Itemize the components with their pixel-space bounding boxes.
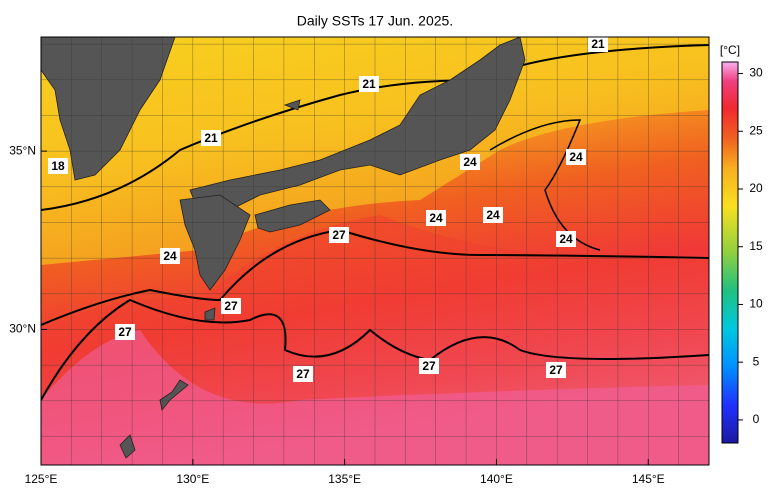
contour-label: 21	[362, 77, 376, 91]
map-frame	[40, 36, 710, 466]
contour-label: 27	[549, 363, 563, 377]
contour-label-box	[160, 248, 180, 264]
y-tick-label: 35°N	[9, 143, 36, 157]
x-tick-label: 130°E	[176, 472, 209, 486]
contour-label: 27	[296, 367, 310, 381]
contour-label-box	[483, 207, 503, 223]
contour-label: 27	[118, 325, 132, 339]
map-area: 21 21 21 18 24 24 24 24 24 24 27 27 27 27 27 27	[41, 37, 709, 465]
contour-label: 27	[332, 228, 346, 242]
contour-label-box	[221, 298, 241, 314]
contour-label: 24	[559, 232, 573, 246]
colorbar	[721, 61, 739, 444]
contour-label-box	[48, 158, 68, 174]
axes: 125°E 130°E 135°E 140°E 145°E 35°N 30°N	[9, 143, 664, 486]
contour-label: 24	[486, 208, 500, 222]
colorbar-tick-label: 5	[753, 354, 760, 368]
contour-label: 24	[569, 150, 583, 164]
contour-label-box	[588, 37, 608, 52]
graticule	[41, 37, 709, 465]
x-tick-label: 145°E	[632, 472, 665, 486]
contour-label-box	[359, 76, 379, 92]
contour-label: 18	[51, 159, 65, 173]
land	[41, 37, 526, 459]
contour-label: 24	[163, 249, 177, 263]
contour-label-box	[329, 227, 349, 243]
contour-label-box	[460, 154, 480, 170]
contour-label-box	[115, 324, 135, 340]
contour-label: 21	[204, 131, 218, 145]
colorbar-tick-label: 0	[753, 412, 760, 426]
colorbar-unit: [°C]	[720, 43, 740, 57]
colorbar-tick-label: 25	[749, 123, 763, 137]
colorbar-tick-label: 20	[749, 181, 763, 195]
contour-label-box	[426, 210, 446, 226]
colorbar-tick-label: 15	[749, 239, 763, 253]
y-tick-label: 30°N	[9, 322, 36, 336]
contour-label: 27	[224, 299, 238, 313]
x-tick-label: 135°E	[328, 472, 361, 486]
x-tick-label: 125°E	[25, 472, 58, 486]
contour-label-box	[419, 358, 439, 374]
contour-label-box	[293, 366, 313, 382]
contour-label-box	[201, 130, 221, 146]
contour-label: 24	[429, 211, 443, 225]
contour-labels: 21 21 21 18 24 24 24 24 24 24 27 27 27 27 27 27	[48, 37, 608, 382]
contour-label: 21	[591, 37, 605, 51]
colorbar-tick-label: 30	[749, 66, 763, 80]
map-title: Daily SSTs 17 Jun. 2025.	[297, 13, 453, 29]
contour-label: 24	[463, 155, 477, 169]
x-tick-label: 140°E	[480, 472, 513, 486]
contour-label-box	[556, 231, 576, 247]
colorbar-tick-label: 10	[749, 297, 763, 311]
contour-label-box	[546, 362, 566, 378]
colorbar-ticks: 0 5 10 15 20 25 30	[738, 66, 763, 426]
contour-label: 27	[422, 359, 436, 373]
contour-label-box	[566, 149, 586, 165]
